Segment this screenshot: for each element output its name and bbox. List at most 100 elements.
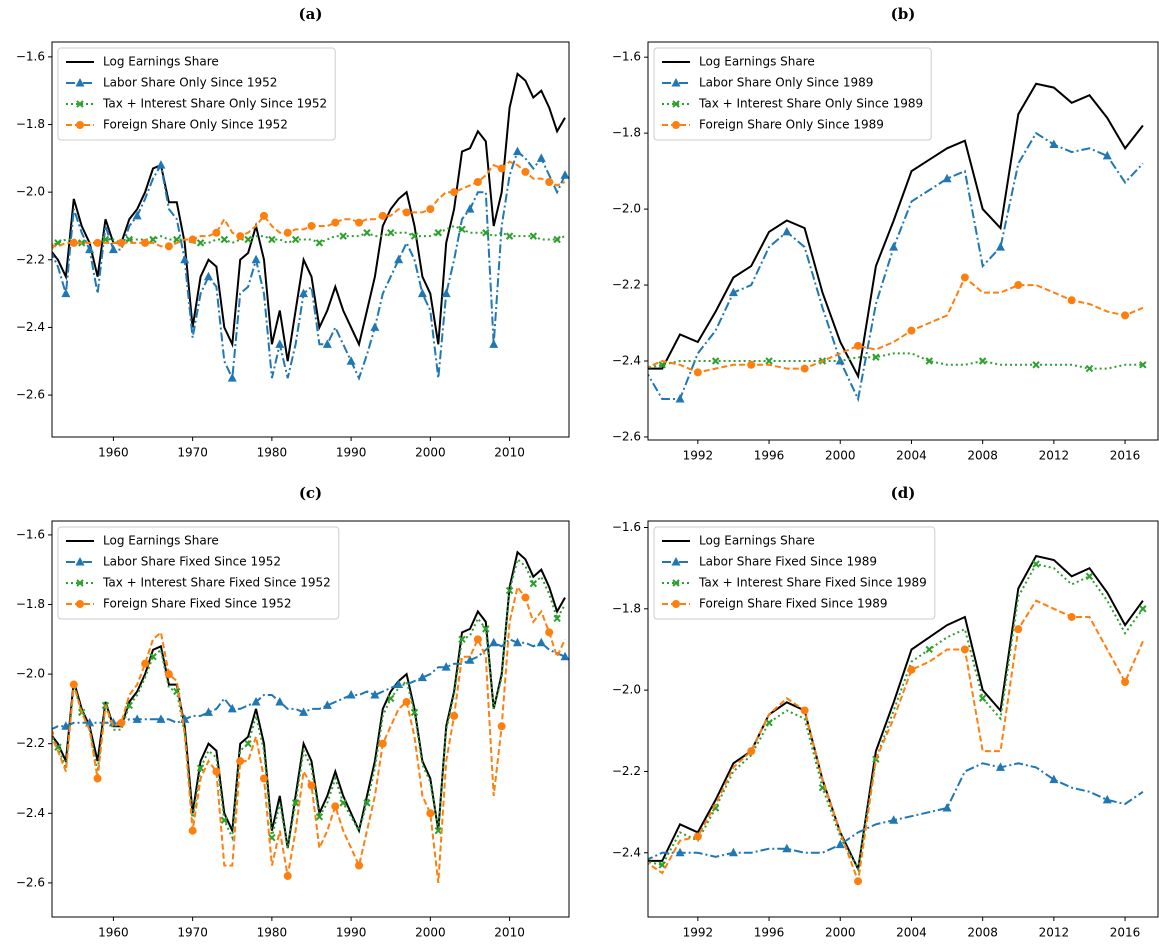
y-tick-label: −2.4	[16, 320, 45, 334]
marker	[672, 121, 680, 129]
legend-label: Log Earnings Share	[103, 534, 219, 548]
marker	[545, 178, 554, 187]
marker	[164, 242, 173, 251]
marker	[658, 361, 666, 369]
series-line	[52, 149, 566, 382]
marker	[1121, 311, 1130, 320]
y-tick-label: −2.6	[16, 388, 45, 402]
marker	[212, 767, 221, 776]
marker	[960, 645, 969, 654]
marker	[101, 235, 110, 244]
x-tick-label: 1970	[177, 926, 208, 940]
series-line	[648, 554, 1144, 873]
y-tick-label: −2.0	[16, 667, 45, 681]
y-tick-label: −2.6	[16, 875, 45, 889]
y-tick-label: −2.2	[16, 736, 45, 750]
legend-label: Labor Share Fixed Since 1989	[699, 555, 877, 569]
marker	[387, 229, 395, 237]
panel-title: (a)	[299, 5, 323, 23]
marker	[978, 357, 987, 365]
marker	[52, 242, 55, 250]
panel-title: (c)	[299, 484, 322, 502]
marker	[108, 244, 118, 254]
series-line	[648, 131, 1144, 403]
marker	[387, 694, 395, 703]
legend-label: Foreign Share Fixed Since 1989	[699, 597, 887, 611]
marker	[93, 774, 102, 783]
y-tick-label: −2.2	[612, 764, 641, 778]
marker	[402, 208, 411, 217]
marker	[1085, 364, 1094, 373]
marker	[854, 341, 863, 350]
marker	[227, 703, 237, 713]
marker	[693, 832, 702, 841]
x-tick-label: 2004	[896, 449, 927, 463]
marker	[482, 625, 490, 633]
x-tick-label: 1992	[683, 449, 714, 463]
marker	[299, 707, 309, 716]
marker	[117, 238, 126, 247]
y-tick-label: −1.6	[612, 520, 641, 534]
x-tick-label: 2000	[415, 446, 446, 460]
legend-label: Tax + Interest Share Fixed Since 1989	[698, 576, 927, 590]
marker	[141, 238, 150, 247]
marker	[117, 718, 126, 727]
marker	[747, 360, 756, 369]
marker	[339, 799, 347, 807]
marker	[426, 809, 435, 818]
marker	[782, 226, 792, 236]
series-line	[52, 160, 566, 248]
x-tick-label: 1980	[257, 446, 288, 460]
marker	[1049, 774, 1059, 784]
marker	[1049, 139, 1059, 149]
legend-label: Labor Share Only Since 1952	[103, 76, 277, 90]
plot-area	[52, 550, 569, 884]
marker	[747, 747, 756, 756]
marker	[125, 235, 133, 244]
legend-label: Tax + Interest Share Only Since 1989	[698, 97, 923, 111]
marker	[251, 254, 261, 264]
marker	[244, 739, 252, 748]
marker	[212, 228, 221, 237]
marker	[355, 218, 364, 227]
x-tick-label: 2000	[415, 926, 446, 940]
marker	[441, 288, 451, 298]
marker	[85, 717, 95, 727]
marker	[675, 393, 685, 403]
marker	[872, 353, 880, 361]
legend-label: Log Earnings Share	[103, 55, 219, 69]
series-line	[52, 224, 566, 247]
plot-area	[648, 554, 1147, 886]
marker	[52, 729, 55, 737]
marker	[1014, 625, 1023, 634]
marker	[370, 322, 380, 331]
panel-title: (b)	[891, 5, 916, 23]
legend-box	[57, 526, 340, 620]
marker	[76, 121, 84, 129]
marker	[1102, 150, 1112, 160]
marker	[675, 847, 685, 857]
marker	[141, 659, 150, 668]
marker	[536, 637, 546, 647]
marker	[346, 689, 356, 699]
x-tick-label: 2016	[1110, 449, 1141, 463]
marker	[259, 774, 268, 783]
marker	[553, 235, 561, 244]
marker	[75, 557, 85, 566]
axes-frame	[51, 41, 570, 438]
y-tick-label: −1.6	[16, 49, 45, 63]
marker	[1067, 612, 1076, 621]
marker	[1067, 296, 1076, 305]
marker	[156, 160, 166, 169]
y-tick-label: −1.8	[16, 597, 45, 611]
marker	[465, 655, 475, 664]
marker	[355, 861, 364, 870]
marker	[339, 232, 347, 240]
marker	[378, 211, 387, 220]
marker	[331, 218, 340, 227]
plot-area	[52, 71, 569, 382]
x-tick-label: 1990	[336, 926, 367, 940]
series-line	[648, 762, 1144, 861]
marker	[835, 839, 845, 849]
marker	[497, 164, 506, 173]
